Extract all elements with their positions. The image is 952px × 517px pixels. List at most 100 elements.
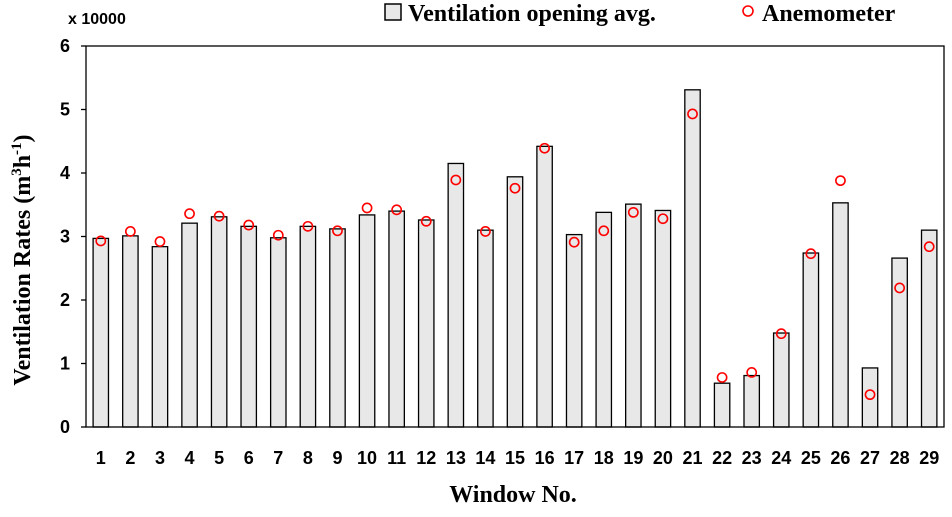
anemometer-point-13	[450, 174, 462, 186]
bar-window-19	[625, 203, 642, 428]
anemometer-point-21	[687, 108, 698, 120]
bar-window-20	[654, 209, 672, 428]
y-tick-label-6: 6	[60, 36, 70, 56]
y-tick-label-0: 0	[60, 417, 70, 437]
x-tick-label-17: 17	[564, 448, 584, 468]
x-tick-label-1: 1	[96, 448, 106, 468]
bars-layer	[92, 89, 938, 428]
anemometer-point-6	[243, 219, 255, 231]
y-axis-title-sup2: -1	[9, 142, 25, 155]
bar-window-15	[506, 176, 524, 428]
anemometer-point-28	[894, 282, 906, 294]
anemometer-point-2	[124, 226, 136, 237]
x-tick-label-28: 28	[890, 448, 910, 468]
bar-window-4	[181, 222, 198, 428]
anemometer-point-10	[361, 202, 373, 214]
bar-window-8	[299, 225, 317, 428]
bar-window-2	[122, 235, 139, 428]
legend-bar-swatch	[384, 3, 402, 21]
anemometer-point-7	[272, 229, 284, 241]
anemometer-point-20	[657, 213, 669, 225]
bar-window-1	[92, 237, 110, 428]
x-tick-label-23: 23	[742, 448, 762, 468]
y-axis-title-mid: h	[10, 155, 36, 168]
x-tick-label-2: 2	[125, 448, 135, 468]
x-tick-label-18: 18	[594, 448, 614, 468]
x-tick-label-14: 14	[475, 448, 495, 468]
y-tick-label-1: 1	[60, 354, 70, 374]
bar-window-27	[861, 367, 879, 428]
anemometer-point-19	[627, 206, 639, 218]
x-tick-label-6: 6	[244, 448, 254, 468]
bar-window-5	[210, 216, 228, 428]
bar-window-12	[417, 219, 435, 428]
y-multiplier-label: x 10000	[68, 11, 126, 28]
anemometer-point-25	[805, 248, 817, 260]
bar-window-25	[802, 252, 820, 428]
anemometer-point-4	[184, 208, 195, 220]
x-axis-title: Window No.	[449, 482, 577, 508]
legend: Ventilation opening avg. Anemometer	[384, 1, 896, 27]
bar-window-23	[743, 374, 761, 428]
bar-window-17	[565, 233, 583, 428]
x-tick-label-13: 13	[446, 448, 466, 468]
y-tick-label-4: 4	[60, 163, 70, 183]
anemometer-point-1	[95, 235, 107, 247]
bar-window-6	[240, 225, 258, 428]
y-axis-title: Ventilation Rates (m3h-1)	[9, 134, 36, 385]
anemometer-point-29	[923, 241, 935, 253]
anemometer-point-15	[509, 182, 521, 194]
x-tick-label-16: 16	[535, 448, 555, 468]
anemometer-point-17	[568, 236, 580, 248]
bar-window-14	[477, 229, 494, 428]
x-tick-label-3: 3	[155, 448, 165, 468]
bar-window-21	[684, 89, 701, 428]
x-tick-label-10: 10	[357, 448, 377, 468]
x-tick-label-12: 12	[416, 448, 436, 468]
legend-marker-swatch	[742, 5, 754, 17]
anemometer-point-5	[213, 210, 225, 222]
x-tick-label-11: 11	[387, 448, 406, 468]
y-tick-label-5: 5	[60, 100, 70, 120]
bar-window-3	[151, 246, 169, 428]
anemometer-point-24	[775, 328, 787, 340]
legend-bar-label: Ventilation opening avg.	[408, 1, 656, 27]
y-axis-title-sup1: 3	[9, 168, 25, 176]
bar-window-9	[329, 228, 346, 428]
bar-window-10	[358, 214, 376, 428]
anemometer-point-11	[391, 204, 403, 216]
anemometer-point-8	[302, 220, 314, 232]
x-tick-label-9: 9	[332, 448, 342, 468]
x-tick-label-26: 26	[830, 448, 850, 468]
anemometer-point-16	[539, 142, 550, 154]
x-tick-label-15: 15	[505, 448, 525, 468]
bar-window-24	[772, 332, 790, 428]
bar-window-22	[713, 382, 731, 428]
x-tick-label-21: 21	[683, 448, 703, 468]
bar-window-11	[388, 210, 405, 428]
anemometer-point-27	[864, 389, 876, 401]
x-tick-label-19: 19	[623, 448, 643, 468]
x-tick-label-4: 4	[185, 448, 195, 468]
x-tick-label-7: 7	[273, 448, 283, 468]
markers-layer	[95, 108, 935, 401]
x-tick-label-20: 20	[653, 448, 673, 468]
x-tick-label-5: 5	[214, 448, 224, 468]
y-axis-title-end: )	[10, 134, 36, 142]
x-tick-label-8: 8	[303, 448, 313, 468]
bar-window-26	[832, 202, 849, 428]
bar-window-16	[536, 145, 553, 428]
y-tick-label-2: 2	[60, 290, 70, 310]
y-tick-label-3: 3	[60, 227, 70, 247]
anemometer-point-22	[716, 372, 728, 383]
legend-marker-label: Anemometer	[762, 1, 896, 27]
y-axis-title-main: Ventilation Rates (m	[10, 176, 36, 386]
x-tick-label-29: 29	[919, 448, 939, 468]
x-tick-label-24: 24	[771, 448, 791, 468]
anemometer-point-12	[420, 215, 432, 227]
bar-window-13	[447, 162, 465, 428]
bar-window-29	[920, 229, 938, 428]
anemometer-point-23	[746, 366, 758, 378]
x-tick-label-25: 25	[801, 448, 821, 468]
